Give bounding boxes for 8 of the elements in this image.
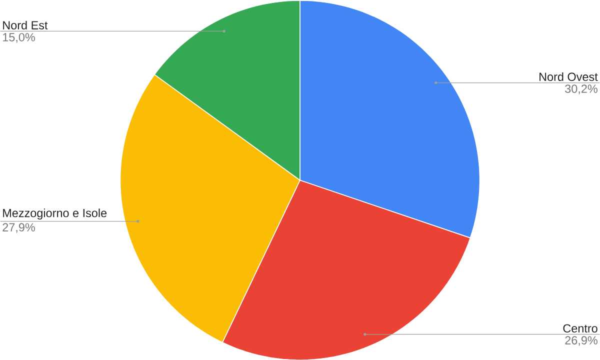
data-label: 30,2% — [565, 84, 598, 94]
slice-label: Centro — [563, 324, 598, 332]
data-label: 26,9% — [565, 336, 598, 346]
slice-label: Nord Est — [3, 20, 48, 30]
data-label: 27,9% — [2, 222, 35, 233]
data-label: 15,0% — [3, 32, 35, 43]
slice-label: Mezzogiorno e Isole — [3, 208, 107, 220]
slice-label: Nord Ovest — [540, 72, 598, 81]
